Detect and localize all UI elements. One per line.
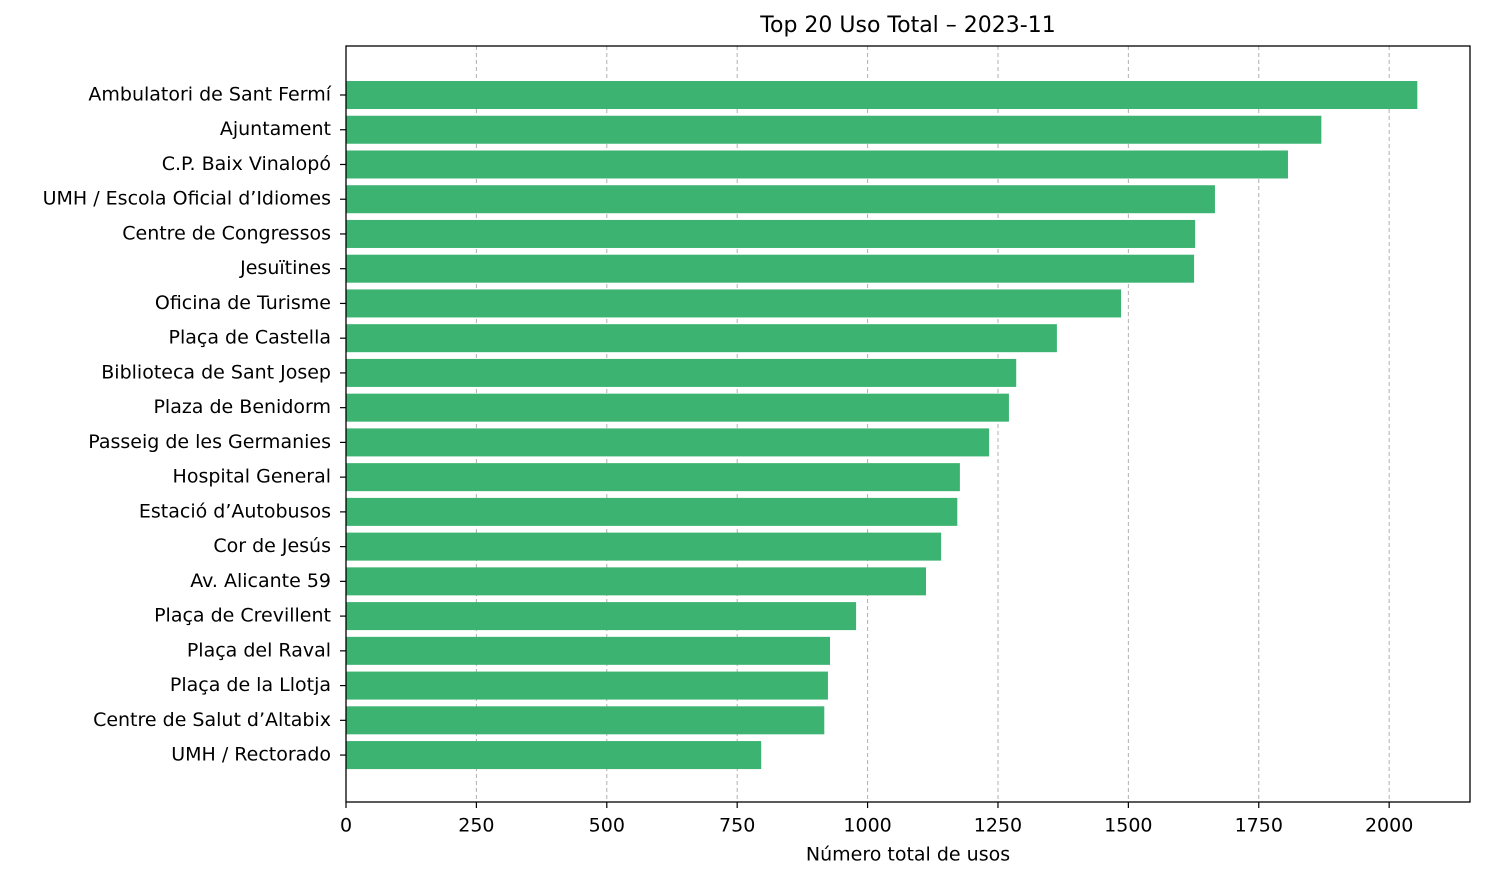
y-tick-label: Plaça del Raval: [187, 639, 331, 661]
bar: [346, 428, 990, 457]
y-tick-label: Centre de Salut d’Altabix: [93, 709, 331, 731]
x-tick-label: 0: [340, 815, 352, 837]
y-tick-label: UMH / Escola Oficial d’Idiomes: [43, 188, 331, 210]
bar: [346, 289, 1122, 318]
x-tick-label: 250: [458, 815, 494, 837]
y-tick-label: Ajuntament: [220, 118, 331, 140]
bar: [346, 185, 1215, 214]
y-tick-label: C.P. Baix Vinalopó: [162, 153, 331, 175]
y-tick-label: Hospital General: [173, 466, 331, 488]
bar: [346, 219, 1196, 248]
bar: [346, 324, 1057, 353]
y-tick-label: Jesuïtines: [239, 257, 331, 279]
bar: [346, 393, 1009, 422]
bar: [346, 741, 762, 770]
y-tick-label: Estació d’Autobusos: [139, 500, 331, 522]
y-tick-label: Plaça de la Llotja: [170, 674, 331, 696]
bar: [346, 150, 1288, 179]
x-axis-label: Número total de usos: [806, 844, 1010, 866]
axes-frame: [345, 45, 1471, 803]
bar: [346, 671, 828, 700]
y-tick-label: Biblioteca de Sant Josep: [101, 361, 331, 383]
x-tick-label: 500: [589, 815, 625, 837]
bar: [346, 254, 1195, 283]
x-tick-label: 750: [719, 815, 755, 837]
bar: [346, 358, 1017, 387]
bar: [346, 115, 1322, 144]
bar: [346, 532, 942, 561]
bar: [346, 706, 825, 735]
bar: [346, 636, 831, 665]
bar: [346, 567, 926, 596]
y-tick-label: Passeig de les Germanies: [88, 431, 331, 453]
x-tick-label: 1500: [1104, 815, 1152, 837]
bar: [346, 602, 857, 631]
plot-area: 0 250 500 750 1000 1250 1500 1750 2000 Ambulatori…: [43, 46, 1418, 837]
y-tick-label: Oficina de Turisme: [155, 292, 331, 314]
y-tick-label: Plaza de Benidorm: [153, 396, 331, 418]
y-tick-label: Plaça de Crevillent: [154, 605, 331, 627]
y-tick-label: Av. Alicante 59: [190, 570, 331, 592]
y-tick-label: UMH / Rectorado: [171, 744, 331, 766]
bar: [346, 463, 960, 492]
x-tick-label: 1750: [1235, 815, 1283, 837]
bar: [346, 81, 1418, 109]
x-tick-label: 2000: [1365, 815, 1413, 837]
bar: [346, 497, 958, 526]
y-tick-label: Ambulatori de Sant Fermí: [88, 84, 331, 106]
y-tick-label: Centre de Congressos: [122, 222, 331, 244]
x-tick-label: 1250: [974, 815, 1022, 837]
chart-title: Top 20 Uso Total – 2023-11: [759, 13, 1055, 38]
x-tick-label: 1000: [843, 815, 891, 837]
y-tick-label: Cor de Jesús: [213, 535, 331, 557]
y-tick-label: Plaça de Castella: [169, 327, 331, 349]
